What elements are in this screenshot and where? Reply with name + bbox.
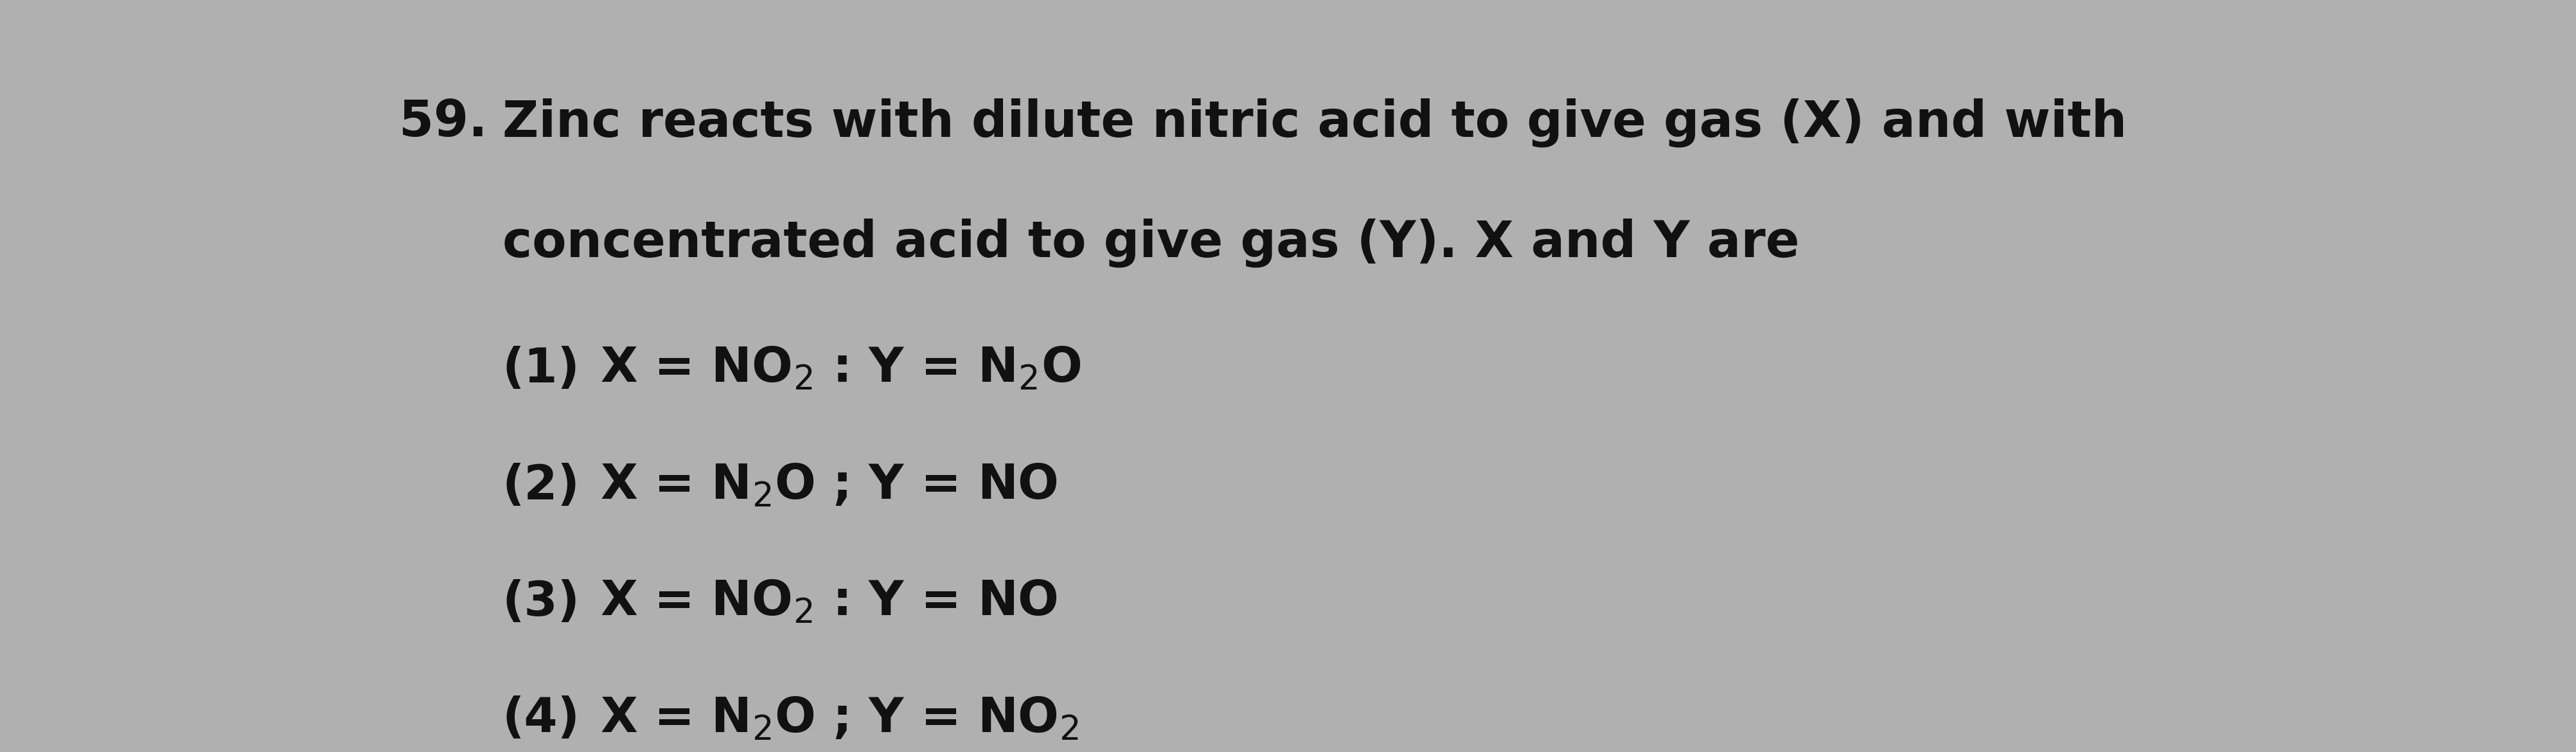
Text: 59.: 59. bbox=[399, 98, 487, 147]
Text: (3): (3) bbox=[502, 579, 580, 626]
Text: X = NO$_2$ : Y = NO: X = NO$_2$ : Y = NO bbox=[600, 579, 1059, 626]
Text: (2): (2) bbox=[502, 462, 580, 509]
Text: X = N$_2$O ; Y = NO: X = N$_2$O ; Y = NO bbox=[600, 462, 1059, 509]
Text: concentrated acid to give gas (Y). X and Y are: concentrated acid to give gas (Y). X and… bbox=[502, 218, 1798, 267]
Text: X = N$_2$O ; Y = NO$_2$: X = N$_2$O ; Y = NO$_2$ bbox=[600, 696, 1079, 742]
Text: (1): (1) bbox=[502, 346, 580, 393]
Text: X = NO$_2$ : Y = N$_2$O: X = NO$_2$ : Y = N$_2$O bbox=[600, 346, 1082, 393]
Text: (4): (4) bbox=[502, 696, 580, 742]
Text: Zinc reacts with dilute nitric acid to give gas (X) and with: Zinc reacts with dilute nitric acid to g… bbox=[502, 98, 2128, 147]
